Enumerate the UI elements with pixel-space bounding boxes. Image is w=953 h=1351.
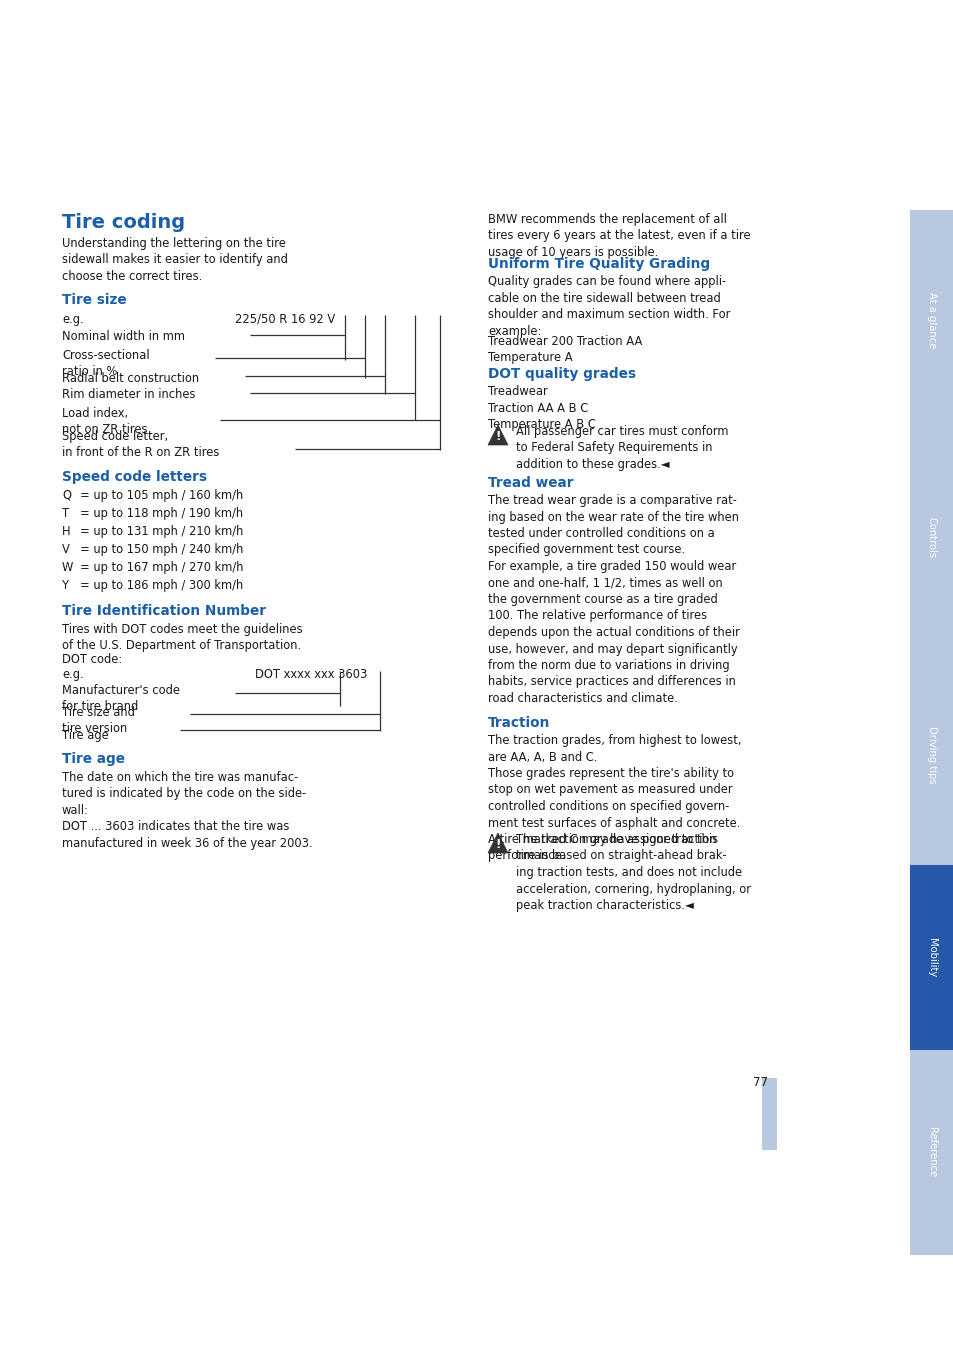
Text: All passenger car tires must conform
to Federal Safety Requirements in
addition : All passenger car tires must conform to …: [516, 426, 728, 471]
Text: H: H: [62, 526, 71, 538]
Text: Tire size: Tire size: [62, 293, 127, 307]
Text: = up to 150 mph / 240 km/h: = up to 150 mph / 240 km/h: [80, 543, 243, 557]
Text: = up to 186 mph / 300 km/h: = up to 186 mph / 300 km/h: [80, 580, 243, 592]
Text: Uniform Tire Quality Grading: Uniform Tire Quality Grading: [488, 257, 709, 272]
Text: V: V: [62, 543, 70, 557]
Text: Tire age: Tire age: [62, 730, 109, 742]
Polygon shape: [488, 426, 507, 444]
Text: Treadwear 200 Traction AA
Temperature A: Treadwear 200 Traction AA Temperature A: [488, 335, 641, 365]
Text: !: !: [495, 839, 500, 851]
Text: Quality grades can be found where appli-
cable on the tire sidewall between trea: Quality grades can be found where appli-…: [488, 276, 730, 338]
Text: = up to 118 mph / 190 km/h: = up to 118 mph / 190 km/h: [80, 507, 243, 520]
Text: Tire Identification Number: Tire Identification Number: [62, 604, 266, 617]
Text: The traction grades, from highest to lowest,
are AA, A, B and C.
Those grades re: The traction grades, from highest to low…: [488, 734, 740, 862]
Text: 77: 77: [752, 1075, 767, 1089]
Text: !: !: [495, 431, 500, 443]
Text: e.g.: e.g.: [62, 313, 84, 326]
Text: Reference: Reference: [926, 1127, 936, 1178]
Bar: [909, 209, 953, 430]
Text: Traction: Traction: [488, 716, 550, 730]
Text: Cross-sectional
ratio in %: Cross-sectional ratio in %: [62, 349, 150, 378]
Bar: [761, 1078, 776, 1150]
Text: W: W: [62, 561, 73, 574]
Text: Tread wear: Tread wear: [488, 476, 573, 490]
Text: Q: Q: [62, 489, 71, 503]
Text: Nominal width in mm: Nominal width in mm: [62, 330, 185, 343]
Text: = up to 167 mph / 270 km/h: = up to 167 mph / 270 km/h: [80, 561, 243, 574]
Text: Tires with DOT codes meet the guidelines
of the U.S. Department of Transportatio: Tires with DOT codes meet the guidelines…: [62, 623, 302, 653]
Text: e.g.: e.g.: [62, 667, 84, 681]
Text: The traction grade assigned to this
tire is based on straight-ahead brak-
ing tr: The traction grade assigned to this tire…: [516, 834, 750, 912]
Text: Speed code letters: Speed code letters: [62, 470, 207, 484]
Text: 225/50 R 16 92 V: 225/50 R 16 92 V: [234, 313, 335, 326]
Text: Load index,
not on ZR tires: Load index, not on ZR tires: [62, 407, 148, 436]
Text: Y: Y: [62, 580, 69, 592]
Bar: [909, 644, 953, 865]
Text: Mobility: Mobility: [926, 938, 936, 977]
Text: Rim diameter in inches: Rim diameter in inches: [62, 388, 195, 401]
Bar: [909, 1050, 953, 1255]
Text: T: T: [62, 507, 69, 520]
Bar: [909, 430, 953, 644]
Text: Driving tips: Driving tips: [926, 727, 936, 784]
Text: DOT xxxx xxx 3603: DOT xxxx xxx 3603: [254, 667, 367, 681]
Text: = up to 131 mph / 210 km/h: = up to 131 mph / 210 km/h: [80, 526, 243, 538]
Text: Treadwear
Traction AA A B C
Temperature A B C: Treadwear Traction AA A B C Temperature …: [488, 385, 596, 431]
Polygon shape: [488, 834, 507, 852]
Text: The date on which the tire was manufac-
tured is indicated by the code on the si: The date on which the tire was manufac- …: [62, 771, 313, 850]
Text: The tread wear grade is a comparative rat-
ing based on the wear rate of the tir: The tread wear grade is a comparative ra…: [488, 494, 740, 705]
Text: Controls: Controls: [926, 517, 936, 558]
Text: DOT quality grades: DOT quality grades: [488, 367, 636, 381]
Text: BMW recommends the replacement of all
tires every 6 years at the latest, even if: BMW recommends the replacement of all ti…: [488, 213, 750, 259]
Text: At a glance: At a glance: [926, 292, 936, 349]
Text: Manufacturer's code
for tire brand: Manufacturer's code for tire brand: [62, 684, 180, 713]
Text: Tire coding: Tire coding: [62, 213, 185, 232]
Text: Understanding the lettering on the tire
sidewall makes it easier to identify and: Understanding the lettering on the tire …: [62, 236, 288, 282]
Text: Tire size and
tire version: Tire size and tire version: [62, 707, 134, 735]
Text: Tire age: Tire age: [62, 753, 125, 766]
Bar: [909, 865, 953, 1050]
Text: Speed code letter,
in front of the R on ZR tires: Speed code letter, in front of the R on …: [62, 430, 219, 459]
Text: = up to 105 mph / 160 km/h: = up to 105 mph / 160 km/h: [80, 489, 243, 503]
Text: Radial belt construction: Radial belt construction: [62, 372, 199, 385]
Text: DOT code:: DOT code:: [62, 653, 122, 666]
